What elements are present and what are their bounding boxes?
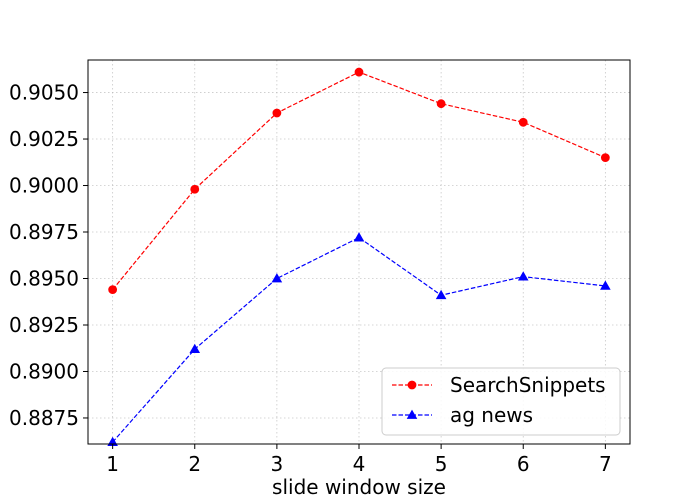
- x-tick-label: 4: [353, 452, 366, 476]
- data-point-ag-news: [435, 289, 447, 300]
- axis-ticks: 1 2 3 4 5 6 7 0.8875 0.8900 0.8925 0.8950 0.8975 0.9…: [9, 81, 612, 476]
- x-axis-label: slide window size: [272, 475, 446, 499]
- legend-label: SearchSnippets: [450, 373, 606, 397]
- y-tick-label: 0.9050: [9, 81, 79, 105]
- legend-item-searchsnippets: SearchSnippets: [392, 373, 606, 397]
- legend-label: ag news: [450, 403, 533, 427]
- y-tick-label: 0.8875: [9, 406, 79, 430]
- data-point-searchsnippets: [354, 67, 364, 77]
- series-layer: [107, 67, 611, 446]
- y-tick-label: 0.9000: [9, 174, 79, 198]
- x-tick-label: 3: [271, 452, 284, 476]
- x-tick-label: 2: [188, 452, 201, 476]
- data-point-searchsnippets: [600, 153, 610, 163]
- data-point-searchsnippets: [518, 117, 528, 127]
- data-point-searchsnippets: [108, 285, 118, 295]
- x-tick-label: 7: [599, 452, 612, 476]
- data-point-ag-news: [189, 343, 201, 354]
- data-point-searchsnippets: [436, 99, 446, 109]
- data-point-ag-news: [517, 271, 529, 281]
- y-tick-label: 0.8925: [9, 313, 79, 337]
- x-tick-label: 6: [517, 452, 530, 476]
- data-point-ag-news: [600, 280, 611, 290]
- legend-item-ag-news: ag news: [392, 403, 533, 427]
- legend-marker: [406, 409, 418, 419]
- x-tick-label: 1: [106, 452, 119, 476]
- y-tick-label: 0.8900: [9, 359, 79, 383]
- y-tick-label: 0.9025: [9, 127, 79, 151]
- x-tick-label: 5: [435, 452, 448, 476]
- legend-marker: [407, 380, 417, 390]
- y-tick-label: 0.8950: [9, 266, 79, 290]
- data-point-searchsnippets: [272, 108, 282, 118]
- y-tick-label: 0.8975: [9, 220, 79, 244]
- series-searchsnippets: [108, 67, 610, 295]
- data-point-searchsnippets: [190, 184, 200, 194]
- legend: SearchSnippets ag news: [381, 367, 621, 436]
- legend-box: [381, 367, 621, 436]
- data-point-ag-news: [271, 273, 283, 283]
- data-point-ag-news: [353, 232, 365, 242]
